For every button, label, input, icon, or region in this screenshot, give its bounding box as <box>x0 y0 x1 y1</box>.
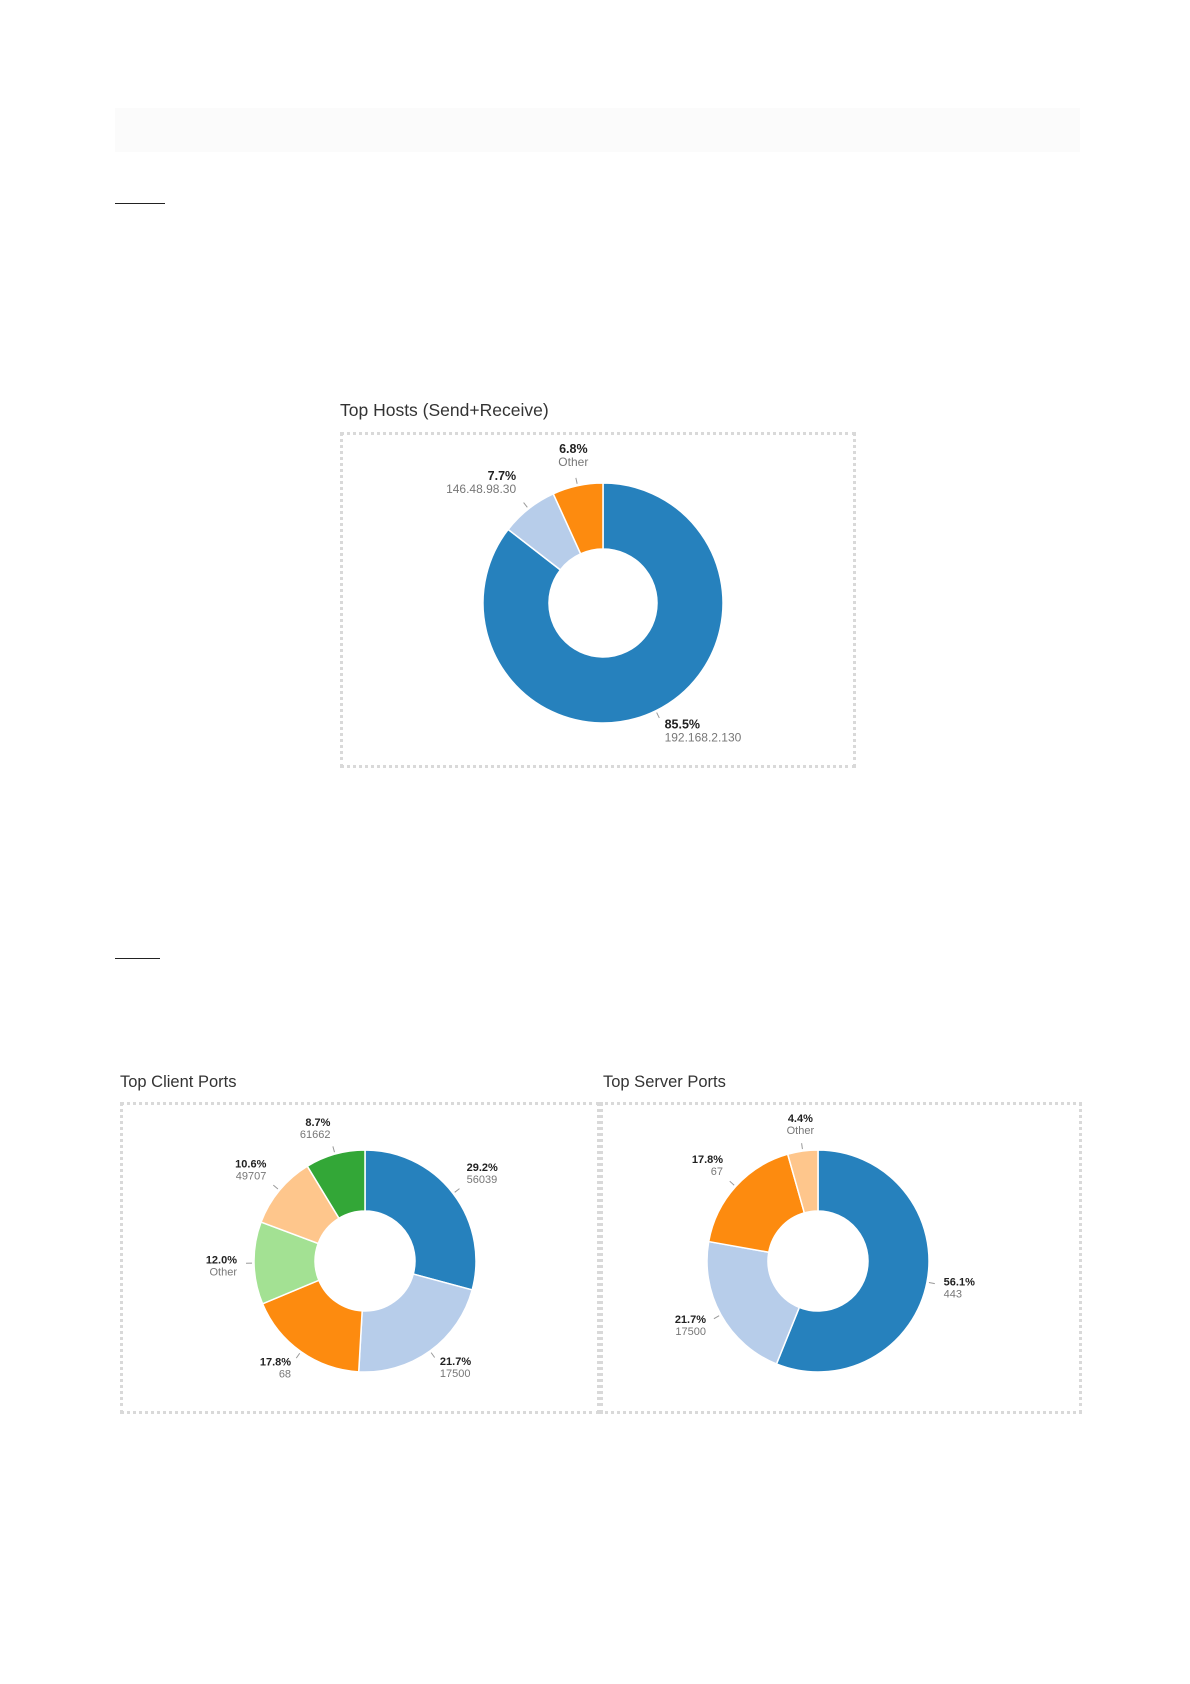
pct-label-client-ports-3: 12.0% <box>206 1254 237 1266</box>
slice-hosts-0 <box>482 482 724 724</box>
name-label-server-ports-3: Other <box>787 1125 815 1137</box>
slice-client-ports-2 <box>261 1279 363 1373</box>
panel-hosts: 85.5% 192.168.2.130 7.7% 146.48.98.30 6.8% Ot… <box>340 432 856 768</box>
donut-chart-client-ports: 29.2%56039 21.7%17500 17.8%68 12.0%Other 10.… <box>206 1117 498 1381</box>
pct-label-client-ports-1: 21.7% <box>440 1356 471 1368</box>
name-label-client-ports-0: 56039 <box>467 1174 498 1186</box>
pct-label-client-ports-4: 10.6% <box>235 1158 266 1170</box>
pct-label-hosts-1: 7.7% <box>488 469 517 483</box>
name-label-server-ports-1: 17500 <box>675 1326 706 1338</box>
pct-label-client-ports-5: 8.7% <box>305 1117 330 1129</box>
name-label-server-ports-0: 443 <box>944 1288 962 1300</box>
section-rule-1 <box>115 203 165 204</box>
leader-server-ports-1 <box>713 1315 720 1320</box>
chart-title-server-ports: Top Server Ports <box>603 1073 726 1091</box>
leader-server-ports-3 <box>801 1143 803 1150</box>
donut-chart-hosts: 85.5%192.168.2.130 7.7%146.48.98.30 6.8%Ot… <box>446 442 742 745</box>
slice-server-ports-3 <box>786 1149 819 1214</box>
name-label-client-ports-1: 17500 <box>440 1368 471 1380</box>
pct-label-hosts-0: 85.5% <box>665 718 700 732</box>
pct-label-client-ports-2: 17.8% <box>260 1356 291 1368</box>
slice-hosts-2 <box>552 482 604 555</box>
pct-label-client-ports-0: 29.2% <box>467 1162 498 1174</box>
name-label-server-ports-2: 67 <box>711 1166 723 1178</box>
pct-label-server-ports-2: 17.8% <box>692 1154 723 1166</box>
slice-server-ports-2 <box>707 1153 806 1254</box>
donut-chart-server-ports: 56.1%443 21.7%17500 17.8%67 4.4%Other <box>675 1113 975 1373</box>
leader-client-ports-5 <box>332 1146 335 1153</box>
name-label-hosts-2: Other <box>558 455 588 469</box>
leader-client-ports-2 <box>295 1352 301 1359</box>
pct-label-hosts-2: 6.8% <box>559 442 588 456</box>
leader-hosts-0 <box>656 712 660 719</box>
chart-title-client-ports: Top Client Ports <box>120 1073 237 1091</box>
slice-server-ports-0 <box>775 1149 930 1373</box>
slice-server-ports-1 <box>706 1240 801 1365</box>
name-label-hosts-1: 146.48.98.30 <box>446 482 516 496</box>
pct-label-server-ports-3: 4.4% <box>788 1113 813 1125</box>
leader-server-ports-2 <box>729 1180 735 1186</box>
panel-server-ports: 56.1% 443 21.7% 17500 17.8% 67 4.4% Other <box>600 1102 1082 1414</box>
name-label-client-ports-2: 68 <box>279 1368 291 1380</box>
pct-label-server-ports-0: 56.1% <box>944 1276 975 1288</box>
header-bar <box>115 108 1080 152</box>
slice-client-ports-0 <box>364 1149 477 1291</box>
slice-client-ports-1 <box>357 1273 474 1373</box>
name-label-client-ports-3: Other <box>210 1266 238 1278</box>
leader-client-ports-1 <box>430 1352 436 1358</box>
section-rule-2 <box>115 958 160 959</box>
leader-server-ports-0 <box>928 1282 935 1285</box>
leader-client-ports-4 <box>272 1184 279 1190</box>
pct-label-server-ports-1: 21.7% <box>675 1314 706 1326</box>
slice-client-ports-5 <box>306 1149 366 1220</box>
name-label-client-ports-4: 49707 <box>236 1170 267 1182</box>
name-label-client-ports-5: 61662 <box>300 1129 331 1141</box>
leader-client-ports-0 <box>454 1188 460 1193</box>
chart-title-hosts: Top Hosts (Send+Receive) <box>340 400 549 420</box>
leader-hosts-2 <box>575 477 578 484</box>
name-label-hosts-0: 192.168.2.130 <box>665 731 742 745</box>
leader-hosts-1 <box>523 502 528 508</box>
panel-client-ports: 29.2% 56039 21.7% 17500 17.8% 68 12.0% Other 10.… <box>120 1102 600 1414</box>
